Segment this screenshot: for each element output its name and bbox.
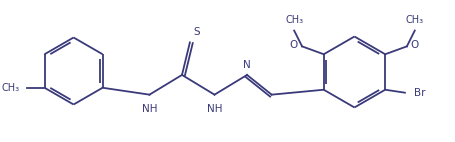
Text: N: N	[243, 60, 251, 70]
Text: Br: Br	[414, 88, 425, 98]
Text: CH₃: CH₃	[285, 15, 303, 25]
Text: S: S	[194, 27, 201, 36]
Text: O: O	[411, 40, 419, 50]
Text: CH₃: CH₃	[2, 83, 20, 93]
Text: NH: NH	[142, 104, 157, 113]
Text: O: O	[290, 40, 298, 50]
Text: CH₃: CH₃	[406, 15, 424, 25]
Text: NH: NH	[207, 104, 222, 113]
